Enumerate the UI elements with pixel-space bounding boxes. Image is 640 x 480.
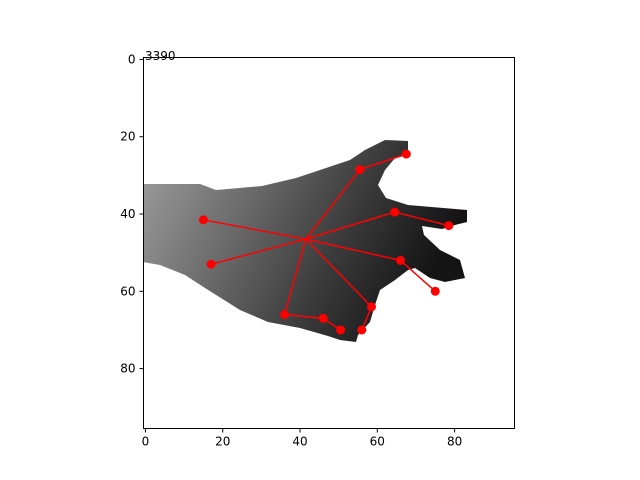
y-tick-label-0: 0 [128,52,136,66]
keypoint-marker-8 [367,302,377,312]
y-axis: 0 20 40 60 80 [120,52,144,376]
bone-line-5 [399,259,436,292]
keypoint-marker-1 [401,149,411,159]
keypoint-marker-3 [444,221,454,231]
bone-line-1 [359,153,407,171]
x-tick-label-80: 80 [447,435,462,449]
bone-line-0 [305,169,361,240]
axes-frame [143,57,515,429]
keypoint-marker-12 [198,215,208,225]
x-axis: 0 20 40 60 80 [142,428,462,449]
y-tick-label-60: 60 [120,284,135,298]
keypoint-marker-13 [206,259,216,269]
keypoint-marker-11 [280,309,290,319]
keypoint-marker-5 [430,286,440,296]
y-tick-label-80: 80 [120,362,135,376]
x-tick-label-40: 40 [292,435,307,449]
chart-title: 3390 [145,49,176,63]
bone-line-3 [394,211,449,227]
keypoint-marker-10 [318,313,328,323]
bone-line-6 [305,238,373,308]
bone-line-4 [305,238,401,262]
bone-line-9 [284,313,324,320]
bone-line-2 [305,211,395,240]
bone-line-8 [283,238,307,315]
keypoint-marker-9 [336,325,346,335]
y-tick-label-40: 40 [120,207,135,221]
bone-line-12 [210,238,307,265]
bone-line-11 [203,219,306,240]
keypoint-marker-4 [390,207,400,217]
y-tick-label-20: 20 [120,130,135,144]
keypoint-marker-2 [355,165,365,175]
keypoint-marker-7 [357,325,367,335]
x-tick-label-60: 60 [370,435,385,449]
x-tick-label-0: 0 [142,435,150,449]
skeleton-points [198,149,454,335]
plot-area [143,57,515,429]
x-tick-label-20: 20 [215,435,230,449]
keypoint-marker-6 [395,255,405,265]
